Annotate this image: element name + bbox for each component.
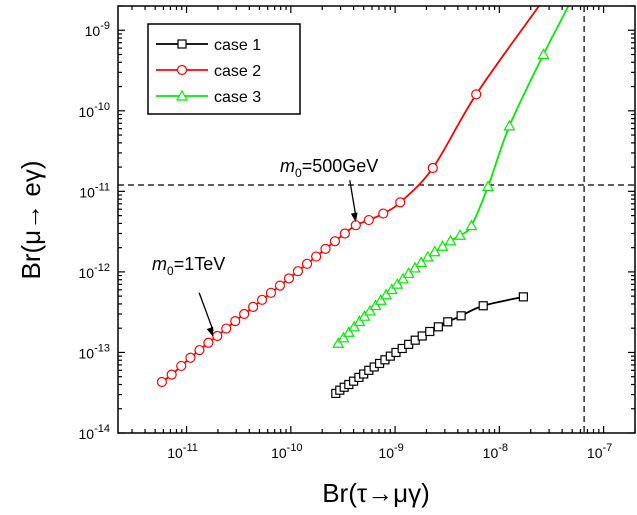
data-point <box>503 119 516 131</box>
legend-marker <box>177 39 187 49</box>
plot-frame <box>117 5 636 434</box>
data-point <box>428 245 441 257</box>
annotation-arrowhead <box>350 212 358 223</box>
data-point <box>332 337 345 348</box>
data-point <box>374 293 387 305</box>
data-point <box>320 243 331 254</box>
annotation-arrow <box>198 292 214 331</box>
annotation-label: m0=1TeV <box>152 254 225 278</box>
data-point <box>421 250 434 262</box>
data-point <box>292 266 304 277</box>
reference-lines <box>118 6 635 433</box>
x-tick-label: 10-9 <box>378 442 403 461</box>
x-tick-label: 10-8 <box>483 442 508 461</box>
tick-labels: 10-11 10-10 10-9 10-8 10-7 10-14 10-13 10-12 10-… <box>79 20 613 461</box>
data-point <box>427 162 438 174</box>
data-point <box>364 304 377 316</box>
data-point <box>256 294 268 305</box>
data-point <box>380 288 393 300</box>
y-tick-label: 10-14 <box>79 423 110 442</box>
data-point <box>239 308 250 320</box>
data-point <box>274 280 286 291</box>
data-point <box>337 331 350 343</box>
data-point <box>417 331 427 341</box>
data-point <box>478 301 488 311</box>
data-point <box>358 309 371 321</box>
annotation-arrowhead <box>206 326 214 337</box>
data-point <box>329 236 341 247</box>
data-point <box>248 301 259 312</box>
data-point <box>444 234 457 246</box>
data-point <box>185 352 196 363</box>
data-point <box>176 360 187 372</box>
data-point <box>396 272 409 284</box>
data-point <box>339 228 350 239</box>
data-point <box>311 251 322 262</box>
data-point <box>465 219 478 231</box>
data-point <box>342 326 355 337</box>
data-point <box>301 258 313 269</box>
data-point <box>212 330 223 342</box>
data-point <box>353 315 366 327</box>
y-axis-title: Br(μ→ eγ) <box>16 161 46 280</box>
data-point <box>415 256 428 268</box>
data-point <box>408 261 421 273</box>
data-point <box>221 323 232 334</box>
data-point <box>436 240 449 251</box>
data-point <box>378 208 389 219</box>
data-point <box>454 229 467 240</box>
data-point <box>471 89 482 100</box>
data-point <box>433 322 443 332</box>
annotations: m0=500GeV m0=1TeV <box>152 156 378 337</box>
y-tick-label: 10-11 <box>79 181 110 200</box>
annotation-arrow <box>349 180 357 217</box>
data-point <box>385 283 398 295</box>
data-point <box>194 344 205 356</box>
legend-box <box>147 23 301 115</box>
data-point <box>265 287 277 298</box>
x-tick-label: 10-11 <box>167 442 198 461</box>
data-point <box>166 369 177 380</box>
data-point <box>456 311 466 321</box>
y-tick-label: 10-12 <box>79 262 110 281</box>
legend: case 1 case 2 case 3 <box>147 23 301 115</box>
axis-ticks <box>118 5 636 434</box>
y-tick-label: 10-9 <box>85 20 110 39</box>
legend-label: case 1 <box>214 37 261 54</box>
series-3 <box>332 6 570 348</box>
data-point <box>395 197 406 208</box>
data-point <box>369 299 382 311</box>
data-point <box>283 273 295 284</box>
data-point <box>537 48 550 60</box>
x-tick-label: 10-7 <box>587 442 612 461</box>
data-point <box>363 214 374 226</box>
x-tick-label: 10-10 <box>271 442 302 461</box>
data-point <box>425 326 435 337</box>
data-point <box>443 317 453 327</box>
data-point <box>518 292 528 302</box>
data-point <box>156 376 167 388</box>
data-point <box>348 320 361 332</box>
x-axis-title: Br(τ→μγ) <box>322 478 430 508</box>
series-1 <box>331 292 528 399</box>
legend-label: case 3 <box>214 89 261 106</box>
legend-marker <box>176 64 188 76</box>
data-point <box>402 267 415 278</box>
data-point <box>230 316 241 327</box>
legend-marker <box>175 89 189 101</box>
annotation-label: m0=500GeV <box>280 156 378 180</box>
series-2 <box>156 6 540 388</box>
data-point <box>482 180 495 192</box>
data-point <box>203 337 214 348</box>
legend-label: case 2 <box>214 63 261 80</box>
y-tick-label: 10-10 <box>79 101 110 120</box>
data-point <box>391 277 404 289</box>
y-tick-label: 10-13 <box>79 342 110 361</box>
